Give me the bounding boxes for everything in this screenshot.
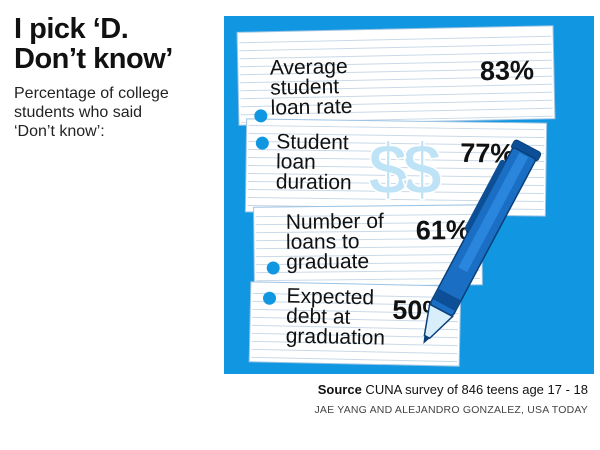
notecard-rules xyxy=(255,210,481,286)
row-label-line: student xyxy=(270,75,340,99)
notecard xyxy=(253,204,483,288)
row-label-line: debt at xyxy=(286,305,351,329)
row-label-line: graduation xyxy=(285,325,385,350)
dollar-signs-icon: $$ xyxy=(368,130,442,210)
source-text: CUNA survey of 846 teens age 17 - 18 xyxy=(361,382,588,397)
row-value-label: 61% xyxy=(416,215,470,246)
row-value-label: 83% xyxy=(480,55,535,86)
row-label-line: duration xyxy=(276,170,352,194)
notecard-rules xyxy=(247,124,545,215)
subheadline: Percentage of college students who said … xyxy=(14,84,224,141)
row-label-line: loan xyxy=(276,150,316,174)
bullet-dot xyxy=(266,261,280,275)
chart-panel: $$ Average student loan rate 83% Student loan… xyxy=(224,16,594,374)
notecard xyxy=(244,118,548,217)
notecard xyxy=(236,25,556,126)
source-note: Source CUNA survey of 846 teens age 17 -… xyxy=(318,382,588,397)
row-label-line: Average xyxy=(270,55,348,80)
subheadline-line-2: students who said xyxy=(14,104,143,121)
row-label-line: Student xyxy=(276,130,349,154)
bullet-dot xyxy=(255,136,269,150)
pen-icon xyxy=(423,139,542,344)
headline: I pick ‘D. Don’t know’ xyxy=(14,14,214,74)
headline-line-1: I pick ‘D. xyxy=(14,13,129,45)
notecard-rules xyxy=(239,31,553,124)
subheadline-line-3: ‘Don’t know’: xyxy=(14,123,105,140)
headline-line-2: Don’t know’ xyxy=(14,43,173,75)
notecard xyxy=(248,281,462,367)
row-label-line: Expected xyxy=(286,285,374,310)
bullet-dot xyxy=(254,109,268,123)
credit-line: JAE YANG AND ALEJANDRO GONZALEZ, USA TOD… xyxy=(314,404,588,416)
subheadline-line-1: Percentage of college xyxy=(14,85,169,102)
row-label-line: loan rate xyxy=(270,95,352,120)
row-label-line: Number of xyxy=(286,210,384,234)
row-label-line: graduate xyxy=(286,250,369,274)
source-label: Source xyxy=(317,382,362,397)
row-label-line: loans to xyxy=(286,230,360,254)
bullet-dot xyxy=(263,291,277,305)
notecard-rules xyxy=(251,287,459,365)
